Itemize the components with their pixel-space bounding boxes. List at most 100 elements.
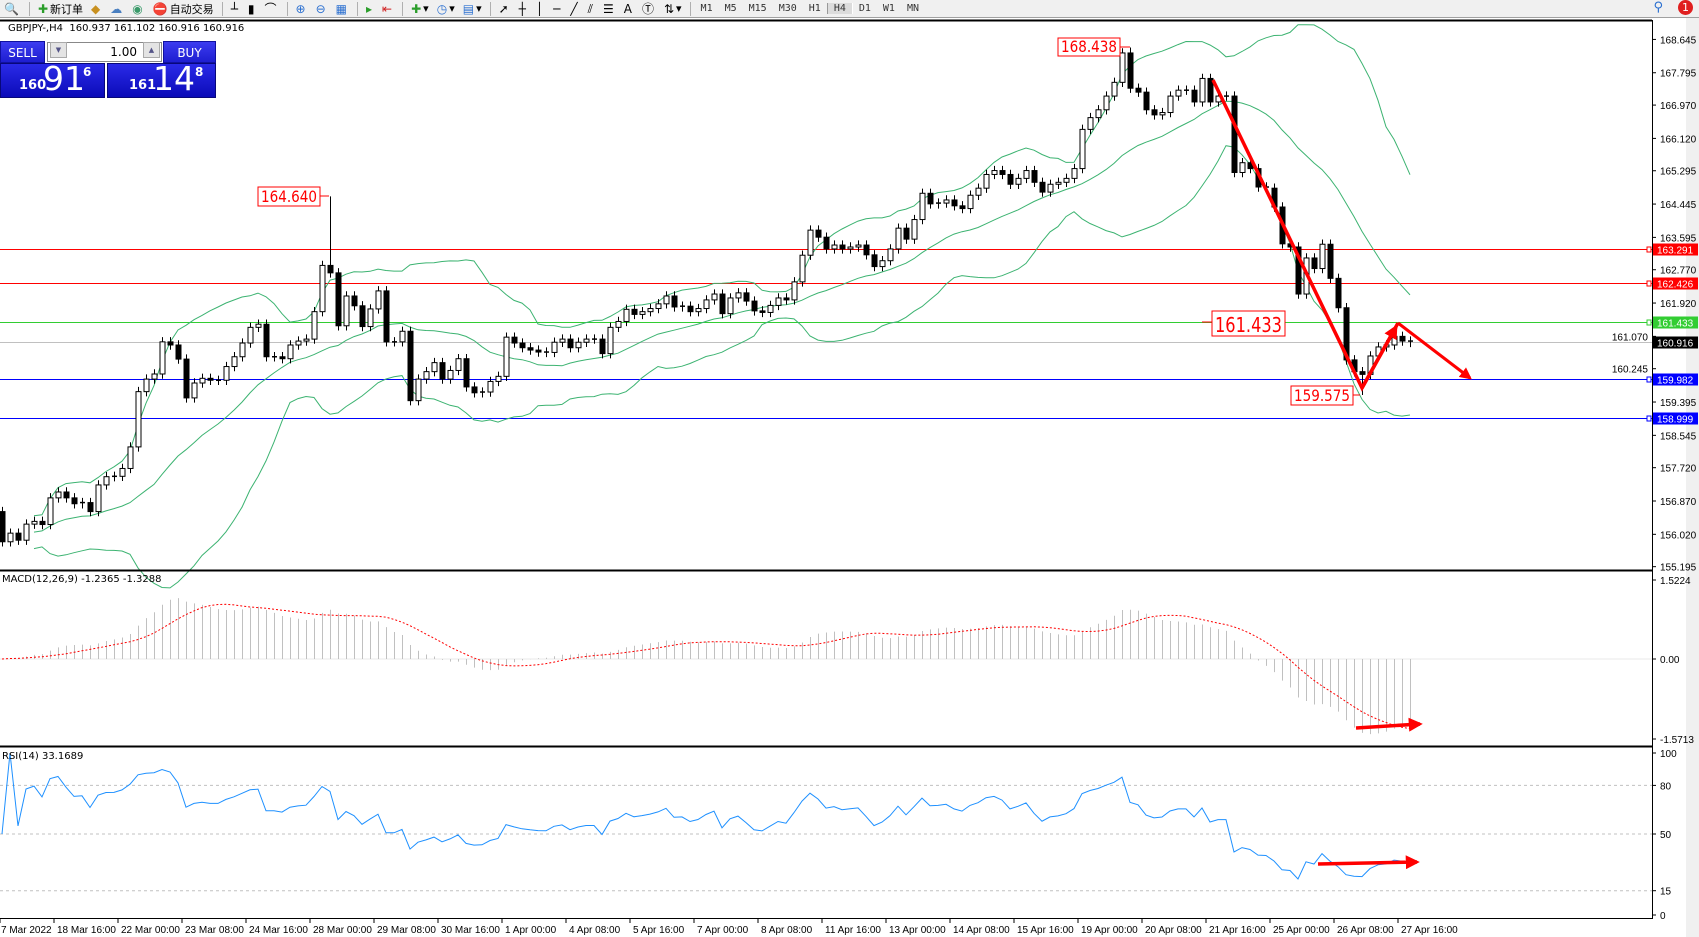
level-line-handle[interactable]	[1646, 319, 1652, 326]
level-line-handle[interactable]	[1646, 376, 1652, 383]
candle	[80, 497, 85, 509]
timeframe-m1[interactable]: M1	[700, 3, 713, 14]
price-annotation[interactable]: 161.433	[1202, 310, 1286, 337]
candle	[199, 373, 206, 388]
search-icon[interactable]: ⚲	[1653, 0, 1663, 15]
price-annotation[interactable]: 164.640	[257, 186, 329, 207]
tile-windows-button[interactable]: ▦	[332, 0, 353, 17]
candle-bull-body	[703, 299, 710, 310]
fibonacci-button[interactable]: ☰	[599, 0, 620, 17]
timeframe-h4[interactable]: H4	[826, 3, 853, 14]
text-label-button[interactable]: Ⓣ	[638, 0, 660, 17]
timeframe-mn[interactable]: MN	[906, 3, 919, 14]
candle-bull-body	[127, 446, 134, 469]
cursor-button[interactable]: ➚	[495, 0, 515, 17]
new-order-label: 新订单	[50, 2, 84, 16]
search-icon[interactable]: 🔍	[4, 1, 19, 16]
line-chart-button[interactable]: ⌒	[261, 0, 283, 17]
candle	[1023, 165, 1030, 184]
data-window-button[interactable]: ☁	[106, 0, 128, 17]
macd-signal-line	[1, 603, 1411, 730]
candle	[903, 223, 910, 244]
candle	[375, 286, 382, 314]
candle-bull-body	[431, 362, 438, 373]
candle-bull-body	[1055, 181, 1062, 185]
downtrend-line[interactable]	[1211, 79, 1400, 392]
candle-bull-body	[647, 308, 654, 313]
timeframe-d1[interactable]: D1	[858, 3, 871, 14]
main-price-pane[interactable]	[0, 24, 1652, 589]
arrows-button[interactable]: ⇅ ▾	[663, 1, 682, 16]
candlestick-button[interactable]: ▮	[244, 0, 261, 17]
lot-decrease-button[interactable]: ▼	[50, 42, 67, 58]
macd-arrow[interactable]	[1355, 717, 1423, 732]
candle	[335, 268, 342, 331]
forecast-down-arrow[interactable]	[1397, 321, 1472, 380]
timeframe-h1[interactable]: H1	[808, 3, 821, 14]
time-axis-label: 13 Apr 00:00	[889, 925, 946, 936]
candle	[495, 371, 502, 387]
candle-bear-body	[167, 341, 174, 346]
line-chart-icon: ⌒	[264, 1, 277, 16]
level-line-handle[interactable]	[1646, 415, 1652, 422]
crosshair-button[interactable]: ┼	[515, 0, 532, 17]
bar-chart-icon: ┴	[230, 1, 238, 16]
candle	[1311, 253, 1318, 274]
level-price-label: 162.426	[1657, 280, 1694, 291]
buy-button[interactable]: BUY	[163, 41, 216, 63]
new-order-button[interactable]: ✚ 新订单	[34, 0, 87, 17]
trendline-button[interactable]: ╱	[566, 0, 583, 17]
chart-shift-button[interactable]: ⇤	[378, 0, 398, 17]
price-annotation[interactable]: 159.575	[1290, 385, 1360, 406]
candle-bull-body	[1023, 170, 1030, 179]
text-button[interactable]: A	[620, 0, 638, 17]
candle-bear-body	[783, 297, 790, 301]
time-axis-label: 14 Apr 08:00	[953, 925, 1010, 936]
lot-size-input[interactable]: 1.00	[47, 42, 162, 62]
timeframe-m15[interactable]: M15	[748, 3, 767, 14]
lot-increase-button[interactable]: ▲	[143, 42, 160, 58]
level-line-handle[interactable]	[1646, 246, 1652, 253]
notification-badge[interactable]: 1	[1678, 0, 1693, 15]
candle	[1039, 177, 1046, 197]
rsi-axis-label: 80	[1660, 781, 1672, 792]
timeframe-w1[interactable]: W1	[882, 3, 895, 14]
text-label-icon: Ⓣ	[641, 1, 654, 16]
buy-price-button[interactable]: 161 14 8	[107, 61, 216, 98]
candle-bear-body	[63, 491, 70, 499]
level-line-handle[interactable]	[1646, 280, 1652, 287]
price-annotation[interactable]: 168.438	[1057, 37, 1130, 57]
bar-chart-button[interactable]: ┴	[227, 0, 244, 17]
periods-button[interactable]: ◷ ▾	[436, 1, 455, 16]
rsi-arrow[interactable]	[1317, 855, 1420, 870]
equidistant-channel-button[interactable]: ⫽	[584, 0, 599, 17]
signals-button[interactable]: ◉	[128, 0, 148, 17]
candle	[95, 480, 102, 517]
timeframe-m5[interactable]: M5	[724, 3, 737, 14]
indicators-button[interactable]: ✚ ▾	[411, 1, 429, 16]
vertical-line-button[interactable]: │	[532, 0, 549, 17]
auto-scroll-button[interactable]: ▸	[362, 0, 378, 17]
drawing-objects[interactable]: 168.438 164.640 161.433 159.575	[257, 37, 1472, 870]
rebound-arrow[interactable]	[1360, 324, 1398, 389]
candle	[544, 347, 549, 358]
candle	[351, 291, 358, 311]
sell-price-button[interactable]: 160 91 6	[0, 61, 105, 98]
auto-trading-button[interactable]: ⛔ 自动交易	[149, 0, 218, 17]
horizontal-line-button[interactable]: ─	[549, 0, 566, 17]
macd-pane[interactable]	[0, 598, 1652, 735]
candle	[272, 352, 277, 362]
rsi-pane[interactable]	[0, 752, 1652, 892]
candle-bear-body	[527, 347, 534, 351]
market-watch-button[interactable]: ◆	[87, 0, 106, 17]
candle-bull-body	[103, 476, 110, 486]
zoom-out-button[interactable]: ⊖	[312, 0, 332, 17]
candle	[1319, 239, 1326, 274]
zoom-in-button[interactable]: ⊕	[292, 0, 312, 17]
templates-button[interactable]: ▤ ▾	[462, 1, 482, 16]
timeframe-m30[interactable]: M30	[778, 3, 797, 14]
one-click-trading-panel: SELL 1.00 ▼ ▲ BUY 160 91 6 161 14 8	[0, 41, 216, 98]
candle	[775, 293, 782, 311]
sell-button[interactable]: SELL	[0, 41, 45, 63]
